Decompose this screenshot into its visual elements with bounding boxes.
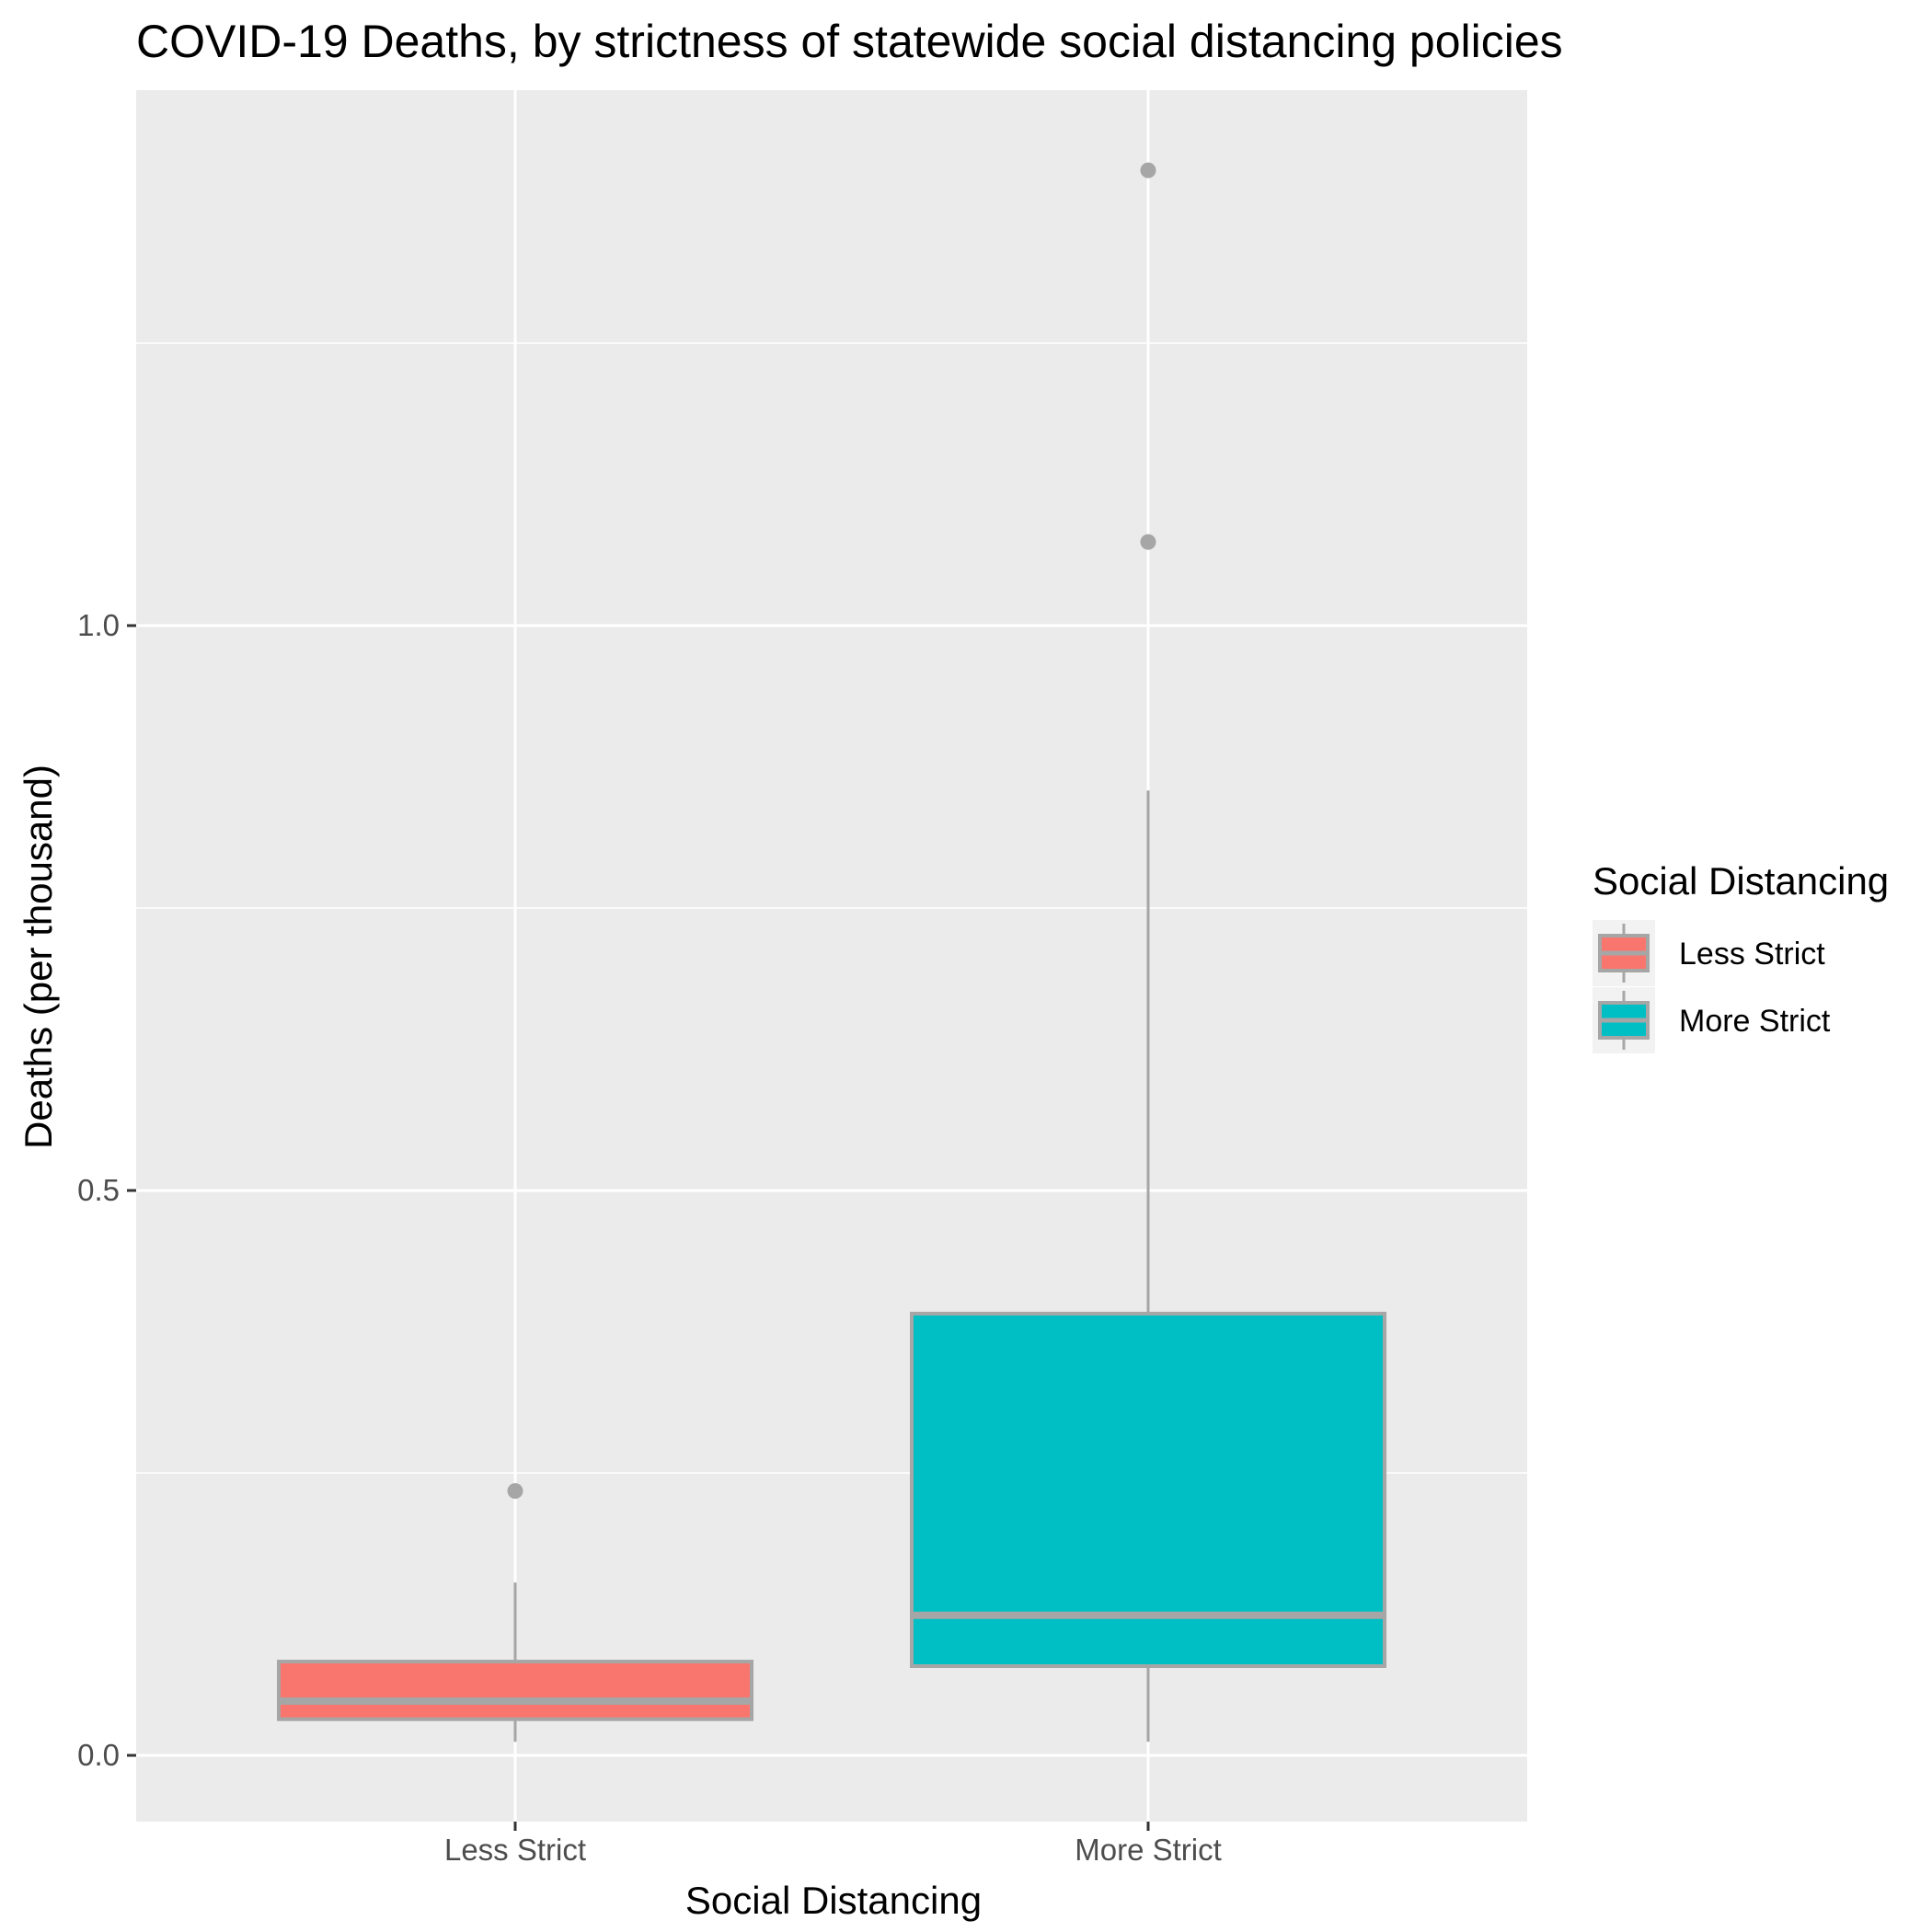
outlier-point	[507, 1483, 523, 1500]
boxes	[277, 162, 1386, 1742]
y-axis-title: Deaths (per thousand)	[17, 765, 60, 1149]
x-tick-label: More Strict	[1075, 1833, 1222, 1867]
chart-title: COVID-19 Deaths, by strictness of statew…	[136, 16, 1563, 67]
axes: 0.0 0.5 1.0 Less Strict More Strict	[77, 608, 1222, 1867]
outlier-point	[1140, 162, 1156, 178]
legend-item: Less Strict	[1593, 920, 1825, 986]
legend-label: More Strict	[1679, 1004, 1831, 1039]
outlier-point	[1140, 534, 1156, 550]
legend-title: Social Distancing	[1593, 859, 1889, 903]
legend: Social Distancing Less Strict More Strict	[1593, 859, 1889, 1053]
y-tick-label: 0.5	[77, 1173, 120, 1207]
legend-item: More Strict	[1593, 987, 1831, 1053]
y-tick-label: 1.0	[77, 608, 120, 642]
box-more-strict	[910, 162, 1386, 1742]
x-tick-label: Less Strict	[444, 1833, 586, 1867]
grid-lines	[136, 90, 1527, 1822]
box-less-strict	[277, 1483, 753, 1742]
box-iqr	[910, 1311, 1386, 1668]
box-iqr	[277, 1660, 753, 1721]
legend-label: Less Strict	[1679, 937, 1825, 972]
x-axis-title: Social Distancing	[685, 1879, 982, 1922]
y-tick-label: 0.0	[77, 1738, 120, 1772]
